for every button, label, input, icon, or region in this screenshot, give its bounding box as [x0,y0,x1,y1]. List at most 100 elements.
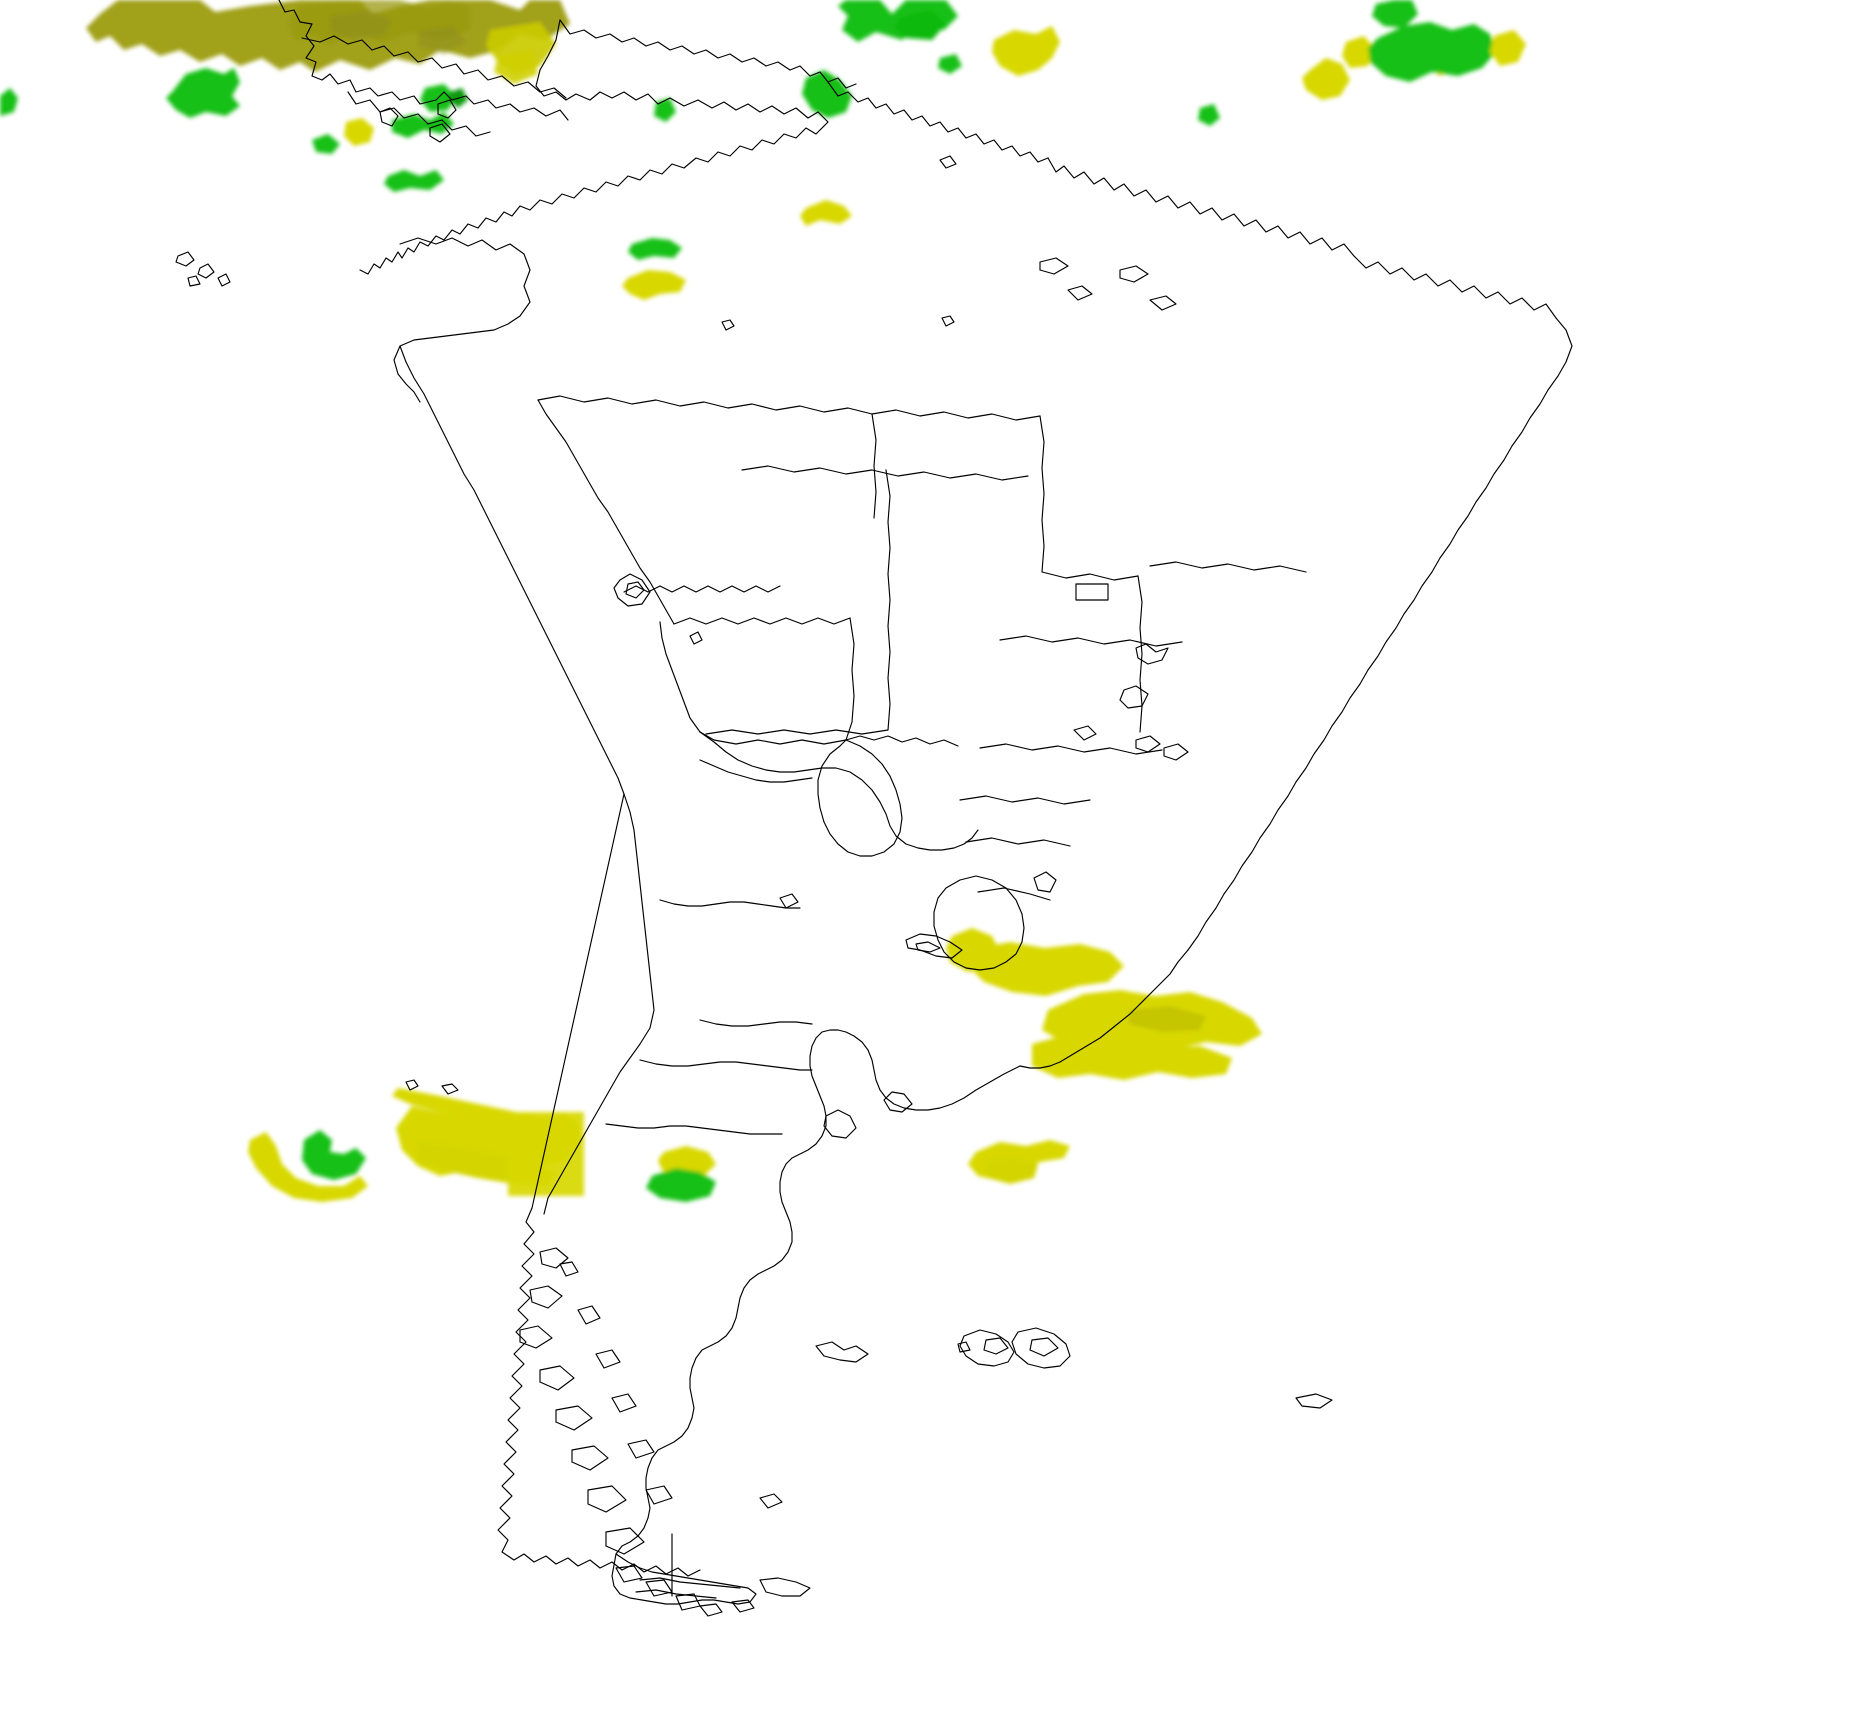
border-brazil-north-coast [1048,158,1354,256]
border-chile-east [544,794,654,1214]
border-island-sm5 [690,632,702,644]
border-brazil-se-detail3 [1074,726,1096,740]
border-chile-coast [532,794,624,1208]
border-island-d [188,276,200,286]
border-island-sm13 [1150,296,1176,310]
border-brazil-ms [706,730,888,734]
border-fjord-detail10 [578,1306,600,1324]
border-argentina-n [700,732,978,850]
border-caribbean-isle3 [430,124,450,142]
overlay-group-patagonia [248,1088,1070,1202]
blob-atlantic-yellow-ne1 [1302,58,1350,100]
blob-atlantic-yellow-ne4 [1490,30,1526,66]
blob-ecuador-green [384,170,444,192]
blob-panama-yellow-strip [494,50,538,84]
border-island-sm9 [1296,1394,1332,1408]
blob-caribbean-green-dot [938,54,962,74]
border-bolivia-e [846,618,854,740]
border-brazil-para-w [872,414,876,518]
border-tdf-detail1 [640,1578,740,1588]
border-bolivia-s [700,732,846,744]
border-panama-inner [302,36,566,98]
border-argentina-patagonia1 [640,1060,812,1070]
border-island-b [198,264,214,278]
border-argentina-peninsula [824,1110,856,1138]
border-tierra-del-fuego [612,1554,756,1604]
border-argentina-bsas [700,1020,812,1026]
border-guianas [828,82,1048,162]
overlay-group-caribbean [86,0,570,84]
border-argentina-chaco [700,760,812,782]
border-caribbean-isle1 [380,108,398,126]
blob-colombia-coast-green [392,112,454,138]
data-overlay-layer [0,0,1526,1202]
border-island-juan-fernandez [406,1080,418,1090]
blob-chile-yellow-block [508,1112,584,1196]
border-titicaca [614,574,650,606]
border-island-sm1 [442,1084,458,1094]
border-island-sm3 [722,320,734,330]
border-argentina-patagonia2 [606,1124,782,1134]
border-brazil-small-rect [1076,584,1108,600]
border-fjord-detail9 [560,1262,578,1276]
border-brazil-para-e [1040,416,1044,572]
border-island-c [218,274,230,286]
blob-nicaragua-green [166,68,240,118]
blob-atlantic-yellow-band-dark [1128,1006,1206,1032]
border-island-sm7 [760,1494,782,1508]
border-brazil-ba-n [1150,562,1306,572]
blob-atlantic-yellow-n [992,26,1060,76]
border-island-sm8 [816,1342,868,1362]
border-venezuela [560,20,856,88]
blob-guyana-coast-green [802,70,852,118]
border-lagoa-dos-patos [1034,872,1056,892]
border-chile-fjords [498,1208,700,1576]
border-tdf-strait [760,1578,810,1596]
border-tdf-detail2 [636,1590,716,1598]
border-uruguay [934,876,1024,970]
blob-caribbean-olive-core2 [330,10,392,40]
border-brazil-se-detail [1136,736,1160,752]
border-argentina-bahia [884,1092,912,1112]
blob-atlantic-yellow-band2 [1032,1036,1232,1080]
border-colombia [360,20,828,274]
border-island-sm10 [1040,258,1068,274]
border-falkland-detail2 [1030,1338,1058,1356]
blob-pacific-green-w [0,88,18,116]
border-brazil-mt-n [742,466,1028,480]
border-paraguay-top [846,736,958,746]
border-brazil-amazonas-w [538,396,1040,420]
border-fjord-detail2 [530,1286,562,1308]
blob-atlantic-green-ne [1368,22,1496,82]
border-falkland-detail3 [958,1342,970,1352]
blob-atlantic-sw-yellow2 [986,1158,1038,1184]
border-fjord-detail4 [540,1366,574,1390]
border-fjord-detail7 [588,1486,626,1512]
border-panama-coast-s [348,92,490,136]
blob-colombia-green-sm [312,134,340,154]
blob-caribbean-green-cluster2 [894,10,946,40]
blob-venezuela-green-sm [654,98,676,122]
blob-atlantic-yellow-uy [968,942,1124,996]
border-fjord-detail6 [572,1446,608,1470]
border-falkland-detail1 [984,1338,1008,1354]
border-tdf-small1 [700,1604,722,1616]
border-titicaca-inner [626,582,644,598]
overlay-group-central-green [0,68,240,118]
border-tdf-small2 [732,1600,754,1612]
border-fjord-detail11 [596,1350,620,1368]
border-brazil-se-detail2 [1164,744,1188,760]
border-argentina-coast [616,1030,1020,1554]
blob-caribbean-olive-core3 [418,26,466,54]
border-island-sm4 [942,316,954,326]
blob-atlantic-green-dot [1198,104,1220,126]
border-fjord-detail15 [616,1566,642,1582]
blob-peru-yellow [622,270,686,300]
border-brazil-go [1042,572,1138,580]
border-brazil-lake2 [1120,686,1148,708]
border-fjord-detail1 [540,1248,568,1268]
blob-pacific-yellow-sm [344,118,374,146]
border-fjord-detail14 [646,1486,672,1504]
